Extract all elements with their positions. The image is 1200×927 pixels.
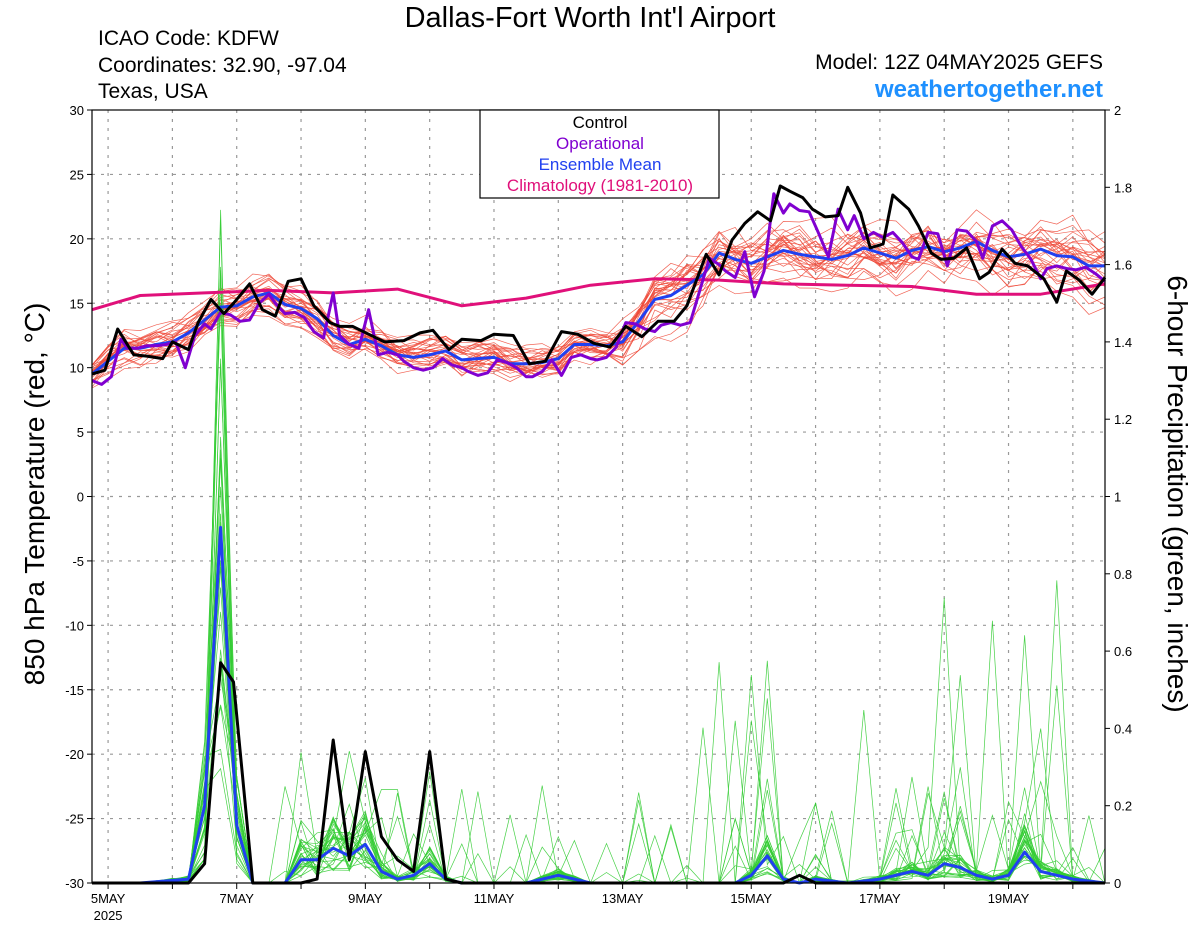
control-temp-line	[91, 184, 1107, 376]
y-tick-label: 30	[70, 103, 84, 118]
y-tick-label: 0	[77, 490, 84, 505]
y-tick-label: -5	[72, 554, 84, 569]
icao-code: ICAO Code: KDFW	[98, 27, 279, 50]
x-tick-label: 13MAY	[602, 891, 644, 906]
y2-tick-label: 0.8	[1114, 567, 1132, 582]
x-tick-label: 15MAY	[730, 891, 772, 906]
y-tick-label: 15	[70, 296, 84, 311]
y-tick-label: 5	[77, 425, 84, 440]
ensemble-member-temp	[91, 224, 1106, 388]
ensemble-mean-precip-line	[92, 525, 1106, 885]
x-tick-label: 19MAY	[988, 891, 1030, 906]
y-tick-label: -15	[65, 683, 84, 698]
climatology-temp-line	[91, 277, 1106, 312]
y-tick-label: 25	[70, 167, 84, 182]
x-tick-label: 17MAY	[859, 891, 901, 906]
y2-tick-label: 0.2	[1114, 799, 1132, 814]
legend: Control Operational Ensemble Mean Climatolo…	[479, 109, 720, 199]
y-tick-label: -20	[65, 747, 84, 762]
y2-tick-label: 1.6	[1114, 258, 1132, 273]
x-tick-label: 7MAY	[219, 891, 254, 906]
y2-tick-label: 1.8	[1114, 180, 1132, 195]
ensemble-member-precip	[92, 436, 1106, 884]
y-tick-label: -30	[65, 876, 84, 891]
legend-box	[479, 109, 720, 199]
station-coordinates: Coordinates: 32.90, -97.04	[98, 54, 347, 77]
x-tick-sublabel: 2025	[94, 908, 123, 923]
y-tick-label: -10	[65, 618, 84, 633]
ensemble-member-precip	[92, 521, 1106, 884]
ensemble-member-precip	[92, 535, 1106, 884]
y2-tick-label: 0.4	[1114, 721, 1132, 736]
x-tick-label: 9MAY	[348, 891, 383, 906]
website-logo: weathertogether.net	[874, 76, 1103, 103]
ensemble-member-temp	[91, 238, 1106, 371]
ensemble-member-temp	[91, 232, 1106, 382]
ensemble-member-precip	[92, 457, 1106, 884]
x-tick-label: 5MAY	[91, 891, 126, 906]
legend-item-operational: Operational	[556, 134, 644, 153]
ensemble-member-temp	[91, 243, 1106, 372]
ensemble-member-temp	[91, 233, 1106, 378]
y-tick-label: 10	[70, 361, 84, 376]
ensemble-member-temp	[91, 216, 1106, 368]
y-tick-label: -25	[65, 812, 84, 827]
ensemble-member-temp	[91, 236, 1106, 376]
legend-item-control: Control	[573, 113, 628, 132]
chart-title: Dallas-Fort Worth Int'l Airport	[404, 2, 776, 34]
operational-temp-line	[91, 192, 1106, 386]
y2-tick-label: 2	[1114, 103, 1121, 118]
legend-item-climatology: Climatology (1981-2010)	[507, 176, 693, 195]
ensemble-member-precip	[92, 536, 1106, 884]
y-tick-label: 20	[70, 232, 84, 247]
y2-tick-label: 1	[1114, 490, 1121, 505]
y2-tick-label: 1.4	[1114, 335, 1132, 350]
x-tick-label: 11MAY	[474, 891, 515, 906]
ensemble-member-temp	[91, 209, 1106, 367]
ensemble-member-precip	[92, 458, 1106, 884]
legend-item-ensemble-mean: Ensemble Mean	[539, 155, 662, 174]
ensemble-member-temp	[91, 228, 1106, 389]
y2-tick-label: 0	[1114, 876, 1121, 891]
station-region: Texas, USA	[98, 80, 208, 103]
model-run: Model: 12Z 04MAY2025 GEFS	[815, 51, 1103, 74]
y2-tick-label: 0.6	[1114, 644, 1132, 659]
y2-tick-label: 1.2	[1114, 412, 1132, 427]
